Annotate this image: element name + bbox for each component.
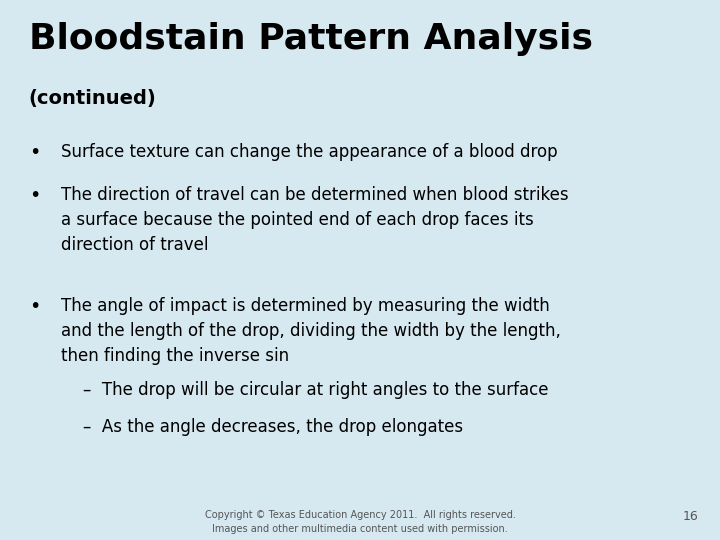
Text: –  The drop will be circular at right angles to the surface: – The drop will be circular at right ang…	[83, 381, 549, 399]
Text: –  As the angle decreases, the drop elongates: – As the angle decreases, the drop elong…	[83, 418, 463, 436]
Text: Bloodstain Pattern Analysis: Bloodstain Pattern Analysis	[29, 22, 593, 56]
Text: 16: 16	[683, 510, 698, 523]
Text: •: •	[29, 186, 40, 205]
Text: (continued): (continued)	[29, 89, 156, 108]
Text: Surface texture can change the appearance of a blood drop: Surface texture can change the appearanc…	[61, 143, 558, 161]
Text: The angle of impact is determined by measuring the width
and the length of the d: The angle of impact is determined by mea…	[61, 297, 561, 365]
Text: Copyright © Texas Education Agency 2011.  All rights reserved.
Images and other : Copyright © Texas Education Agency 2011.…	[204, 510, 516, 534]
Text: •: •	[29, 143, 40, 162]
Text: The direction of travel can be determined when blood strikes
a surface because t: The direction of travel can be determine…	[61, 186, 569, 254]
Text: •: •	[29, 297, 40, 316]
